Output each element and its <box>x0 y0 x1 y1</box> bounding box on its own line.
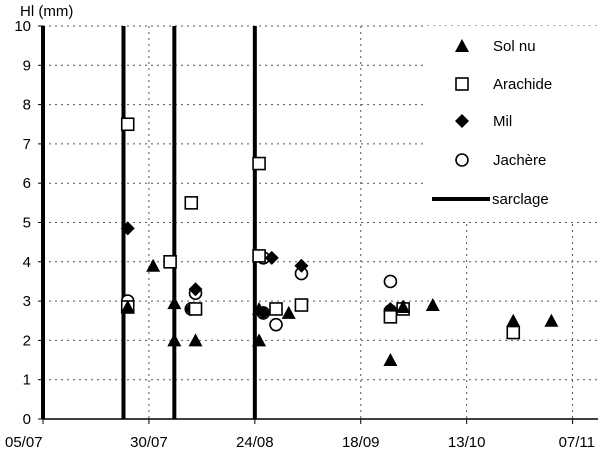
legend-background <box>426 26 598 220</box>
legend-label: Arachide <box>493 76 552 93</box>
point-arachide <box>506 325 521 340</box>
legend: Sol nu Arachide Mil Jachère sarclage <box>426 26 598 220</box>
point-sol-nu <box>506 313 521 327</box>
y-axis-label: Hl (mm) <box>20 3 73 20</box>
y-tick-label: 8 <box>23 97 31 114</box>
point-sol-nu <box>281 305 296 319</box>
point-arachide <box>188 302 203 316</box>
point-arachide <box>252 249 266 263</box>
x-tick-label: 07/11 <box>559 434 595 451</box>
point-mil <box>264 250 279 265</box>
y-tick-label: 7 <box>23 136 31 153</box>
x-tick-label: 24/08 <box>236 434 274 451</box>
y-tick-label: 2 <box>23 332 31 349</box>
x-tick-label: 05/07 <box>5 434 43 451</box>
point-sol-nu <box>188 333 203 347</box>
y-tick-label: 0 <box>23 411 31 428</box>
point-sol-nu <box>167 333 182 347</box>
point-sol-nu <box>252 301 267 315</box>
point-mil <box>294 258 309 273</box>
legend-label: Sol nu <box>493 38 536 55</box>
point-arachide <box>163 255 177 269</box>
point-sol-nu <box>146 258 161 272</box>
legend-marker-sol-nu <box>455 39 469 52</box>
legend-marker-jach-re <box>455 153 469 167</box>
point-arachide <box>294 298 309 312</box>
point-arachide <box>383 310 398 324</box>
point-jach-re <box>383 274 398 289</box>
point-sol-nu <box>120 299 135 313</box>
x-tick-label: 18/09 <box>342 434 380 451</box>
y-tick-label: 10 <box>14 18 31 35</box>
x-tick-label: 13/10 <box>448 434 486 451</box>
y-tick-label: 5 <box>23 215 31 232</box>
point-sol-nu <box>396 299 411 313</box>
point-jach-re <box>269 317 283 332</box>
point-sol-nu <box>383 353 398 367</box>
y-tick-label: 3 <box>23 293 31 310</box>
y-tick-label: 6 <box>23 175 31 192</box>
point-sol-nu <box>167 296 182 310</box>
point-arachide <box>120 117 135 132</box>
point-sol-nu <box>544 313 559 327</box>
point-sol-nu <box>425 298 440 312</box>
y-tick-labels: 0 1 2 3 4 5 6 7 8 9 10 <box>14 18 31 428</box>
x-tick-labels: 05/07 30/07 24/08 18/09 13/10 07/11 <box>5 434 595 451</box>
point-sol-nu <box>252 333 267 347</box>
point-arachide <box>184 196 199 210</box>
point-mil <box>120 221 135 236</box>
y-tick-label: 4 <box>23 254 31 271</box>
point-arachide <box>269 302 283 316</box>
legend-label: Mil <box>493 113 512 130</box>
data-points <box>120 117 559 367</box>
legend-label: Jachère <box>493 152 546 169</box>
point-mil <box>188 282 203 297</box>
x-tick-label: 30/07 <box>130 434 168 451</box>
axes <box>38 25 598 424</box>
legend-marker-arachide <box>455 77 469 91</box>
legend-label: sarclage <box>492 191 549 208</box>
y-tick-label: 9 <box>23 57 31 74</box>
legend-marker-mil <box>455 114 469 128</box>
y-tick-label: 1 <box>23 372 31 389</box>
point-arachide <box>252 156 266 171</box>
